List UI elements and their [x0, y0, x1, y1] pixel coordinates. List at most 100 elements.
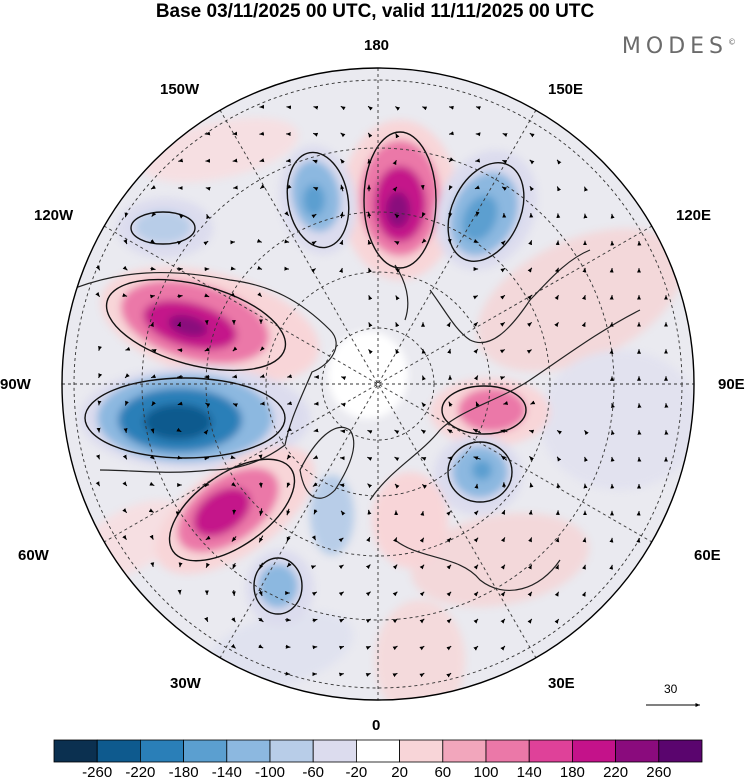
- wind-vector: [472, 428, 482, 434]
- wind-vector: [365, 645, 371, 650]
- wind-vector: [446, 322, 451, 328]
- wind-vector: [231, 617, 236, 623]
- wind-vector: [341, 376, 347, 381]
- wind-vector: [311, 213, 317, 219]
- wind-vector: [313, 105, 319, 110]
- anomaly-negative: [258, 564, 298, 608]
- wind-vector: [419, 672, 425, 678]
- wind-vector: [205, 186, 211, 191]
- wind-vector: [286, 482, 291, 488]
- wind-vector: [230, 292, 236, 298]
- lon-label-180: 180: [364, 37, 390, 54]
- wind-vector: [367, 158, 372, 164]
- coastline-greenland: [299, 426, 355, 499]
- wind-vector: [176, 427, 182, 433]
- map-disk: [62, 68, 694, 700]
- wind-vector: [232, 562, 237, 570]
- coastline-north-america: [69, 271, 337, 473]
- wind-vector: [447, 456, 453, 461]
- wind-vector: [501, 186, 507, 191]
- wind-vector: [419, 618, 425, 624]
- wind-vector: [422, 106, 428, 111]
- wind-vector: [151, 349, 157, 353]
- wind-vector: [176, 240, 183, 245]
- wind-vector: [421, 484, 428, 489]
- anomaly-positive: [372, 472, 448, 568]
- wind-vector: [554, 267, 559, 273]
- contour-line: [441, 385, 527, 435]
- coastlines: [69, 249, 641, 591]
- wind-vector: [392, 591, 398, 597]
- wind-vector: [527, 618, 533, 624]
- wind-vector: [527, 294, 533, 300]
- wind-vector: [232, 403, 238, 408]
- contour-line: [286, 151, 350, 249]
- lon-label-30e: 30E: [548, 675, 575, 692]
- wind-vector: [500, 591, 506, 597]
- anomaly-negative: [144, 404, 212, 440]
- wind-vector: [555, 537, 560, 543]
- wind-vector: [394, 456, 400, 462]
- colorbar-tick-label: 220: [603, 764, 629, 781]
- wind-vector: [203, 429, 209, 435]
- wind-vector: [499, 349, 506, 354]
- wind-vector: [555, 564, 559, 570]
- colorbar-swatch: [139, 739, 184, 763]
- wind-vector: [499, 376, 506, 381]
- wind-vector: [150, 374, 157, 379]
- colorbar-swatch: [658, 739, 703, 763]
- wind-vector: [312, 645, 318, 650]
- wind-vector: [500, 294, 506, 300]
- wind-vector: [204, 616, 209, 623]
- wind-vector: [338, 537, 344, 543]
- colorbar-swatch: [485, 739, 530, 763]
- wind-vector: [473, 510, 479, 516]
- wind-vector: [178, 158, 184, 163]
- lon-label-150w: 150W: [160, 81, 200, 98]
- colorbar-tick-label: 180: [559, 764, 585, 781]
- anomaly-negative: [310, 475, 354, 555]
- anomaly-positive: [386, 192, 410, 228]
- wind-vector: [286, 536, 291, 542]
- wind-vector: [392, 186, 398, 192]
- wind-vector: [556, 159, 562, 165]
- contour-line: [130, 211, 196, 245]
- wind-vector: [556, 429, 562, 435]
- colorbar-tick-label: 100: [473, 764, 499, 781]
- wind-vector: [285, 671, 291, 676]
- wind-vector: [151, 211, 157, 217]
- wind-vector: [529, 159, 535, 165]
- wind-vector: [501, 509, 506, 515]
- wind-vector: [527, 267, 533, 273]
- wind-vector: [530, 400, 536, 405]
- wind-vector: [122, 454, 128, 460]
- wind-vector: [205, 535, 211, 541]
- wind-vector: [340, 132, 346, 138]
- wind-vector: [313, 509, 318, 515]
- wind-vector: [474, 185, 480, 190]
- wind-vector: [528, 537, 533, 543]
- wind-vector: [475, 158, 481, 163]
- wind-vector: [420, 429, 427, 434]
- wind-vector: [149, 454, 155, 460]
- wind-vector: [475, 401, 480, 407]
- wind-vector: [150, 428, 155, 434]
- wind-vector: [446, 591, 452, 597]
- wind-vector: [395, 348, 400, 355]
- wind-vector: [368, 267, 373, 273]
- colorbar-swatch: [226, 739, 271, 763]
- wind-vector: [256, 238, 262, 243]
- wind-vector: [500, 429, 508, 434]
- wind-vector: [365, 672, 371, 677]
- colorbar-swatch: [183, 739, 228, 763]
- wind-vector: [177, 294, 183, 299]
- colorbar-tick-label: 60: [434, 764, 452, 781]
- colorbar-swatch: [615, 739, 660, 763]
- wind-vector: [205, 402, 211, 408]
- brand-logo: MODES©: [622, 34, 736, 59]
- wind-vector: [421, 402, 427, 408]
- wind-vector: [177, 374, 183, 379]
- wind-vector: [286, 158, 291, 163]
- wind-vector: [284, 211, 290, 217]
